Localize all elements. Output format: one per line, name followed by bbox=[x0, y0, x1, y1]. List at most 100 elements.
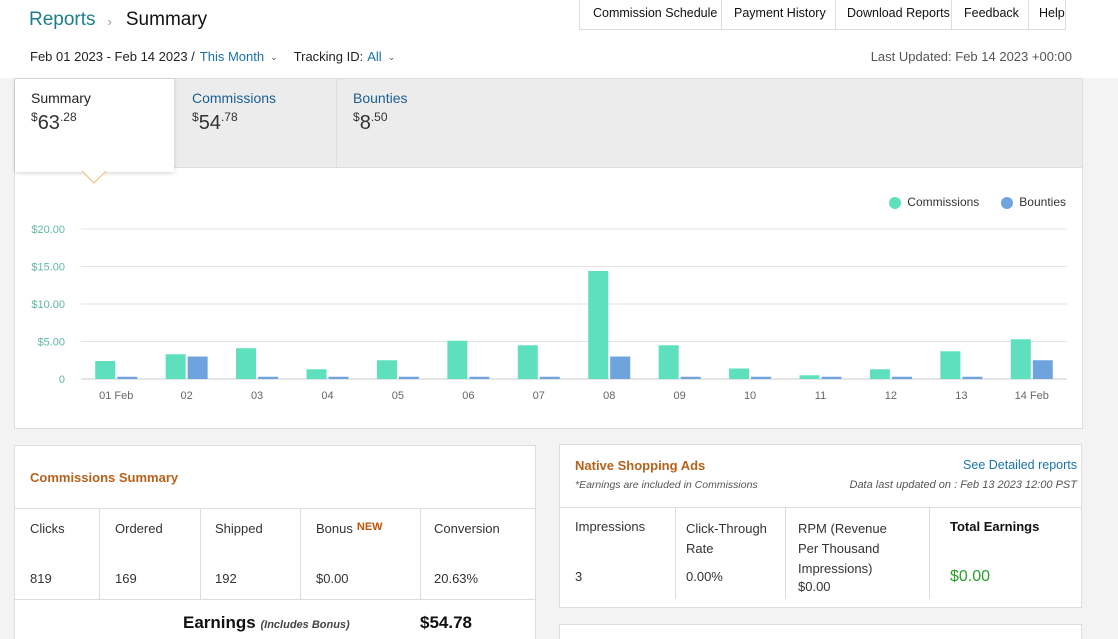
tracking-id-dropdown[interactable]: All bbox=[367, 49, 382, 64]
x-tick-label: 10 bbox=[744, 390, 756, 402]
commissions-bar bbox=[729, 368, 750, 379]
legend-bounties-label: Bounties bbox=[1019, 195, 1066, 209]
tab-commissions[interactable]: Commissions $54.78 bbox=[176, 79, 337, 168]
chevron-down-icon[interactable]: ⌄ bbox=[270, 52, 278, 62]
commissions-bar bbox=[940, 351, 961, 379]
x-tick-label: 07 bbox=[533, 390, 545, 402]
rpm-label: RPM (Revenue Per Thousand Impressions) bbox=[798, 521, 887, 576]
rpm-value: $0.00 bbox=[798, 579, 831, 594]
native-ads-note: *Earnings are included in Commissions bbox=[575, 479, 758, 491]
bounties-bar bbox=[117, 376, 138, 379]
y-tick-label: $20.00 bbox=[31, 224, 65, 236]
commissions-summary-title: Commissions Summary bbox=[30, 470, 179, 485]
bounties-bar bbox=[1032, 360, 1053, 379]
total-earnings-label: Total Earnings bbox=[950, 519, 1040, 534]
nav-commission-schedule[interactable]: Commission Schedule bbox=[580, 0, 722, 29]
divider bbox=[300, 508, 301, 599]
tracking-id-label: Tracking ID: bbox=[293, 49, 364, 64]
last-updated: Last Updated: Feb 14 2023 +00:00 bbox=[870, 49, 1072, 64]
breadcrumb-reports-link[interactable]: Reports bbox=[29, 9, 96, 30]
divider bbox=[99, 508, 100, 599]
x-tick-label: 09 bbox=[674, 390, 686, 402]
bonus-value: $0.00 bbox=[316, 571, 349, 586]
commissions-bar bbox=[1010, 339, 1031, 379]
chevron-down-icon[interactable]: ⌄ bbox=[387, 52, 396, 62]
tab-commissions-label: Commissions bbox=[192, 90, 277, 106]
breadcrumb: Reports › Summary bbox=[29, 9, 207, 31]
commissions-bar bbox=[869, 369, 890, 379]
bounties-bar bbox=[610, 356, 631, 379]
legend-bounties-dot bbox=[1001, 197, 1014, 209]
bounties-bar bbox=[187, 356, 208, 379]
nav-download-reports[interactable]: Download Reports bbox=[836, 0, 952, 29]
filters: Feb 01 2023 - Feb 14 2023 / This Month ⌄… bbox=[30, 49, 395, 64]
earnings-panel: Summary $63.28 Commissions $54.78 Bounti… bbox=[14, 78, 1083, 429]
legend-bounties[interactable]: Bounties bbox=[1001, 195, 1066, 209]
commissions-bar bbox=[376, 360, 397, 379]
chevron-right-icon: › bbox=[107, 13, 112, 29]
x-tick-label: 08 bbox=[603, 390, 615, 402]
bonus-label-group: Bonus NEW bbox=[316, 521, 383, 536]
active-tab-caret-icon bbox=[81, 170, 107, 184]
bonus-label: Bonus bbox=[316, 521, 353, 536]
clicks-label: Clicks bbox=[30, 521, 65, 536]
x-tick-label: 14 Feb bbox=[1015, 390, 1049, 402]
clicks-value: 819 bbox=[30, 571, 52, 586]
divider bbox=[420, 508, 421, 599]
x-tick-label: 01 Feb bbox=[99, 390, 133, 402]
tab-bounties-amount: $8.50 bbox=[353, 110, 388, 134]
y-tick-label: $15.00 bbox=[31, 262, 65, 274]
impressions-value: 3 bbox=[575, 569, 583, 584]
x-tick-label: 13 bbox=[955, 390, 967, 402]
commissions-bar bbox=[165, 354, 186, 379]
divider bbox=[560, 507, 1081, 508]
shipped-value: 192 bbox=[215, 571, 237, 586]
nav-help[interactable]: Help bbox=[1029, 0, 1066, 29]
commissions-bar bbox=[447, 340, 468, 379]
divider bbox=[675, 507, 676, 599]
divider bbox=[15, 508, 535, 509]
impressions-label: Impressions bbox=[575, 519, 646, 534]
conversion-label: Conversion bbox=[434, 521, 500, 536]
period-dropdown[interactable]: This Month bbox=[199, 49, 265, 64]
shipped-label: Shipped bbox=[215, 521, 263, 536]
x-tick-label: 06 bbox=[462, 390, 474, 402]
tab-summary-label: Summary bbox=[31, 90, 91, 106]
bounties-bar bbox=[891, 376, 912, 379]
native-ads-updated: Data last updated on : Feb 13 2023 12:00… bbox=[849, 479, 1078, 491]
tab-bounties-label: Bounties bbox=[353, 90, 408, 106]
native-ads-title: Native Shopping Ads bbox=[575, 458, 706, 473]
nav-feedback[interactable]: Feedback bbox=[952, 0, 1029, 29]
legend-commissions-dot bbox=[889, 197, 902, 209]
tab-bounties[interactable]: Bounties $8.50 bbox=[337, 79, 497, 168]
commissions-bar bbox=[95, 361, 116, 379]
x-tick-label: 12 bbox=[885, 390, 897, 402]
divider bbox=[200, 508, 201, 599]
chart-legend: Commissions Bounties bbox=[867, 195, 1066, 209]
next-card bbox=[559, 624, 1082, 639]
legend-commissions-label: Commissions bbox=[907, 195, 980, 209]
earnings-value: $54.78 bbox=[420, 613, 472, 632]
commissions-bar bbox=[517, 345, 538, 379]
bounties-bar bbox=[962, 376, 983, 379]
ctr-label: Click-Through Rate bbox=[686, 521, 767, 556]
ctr-value: 0.00% bbox=[686, 569, 723, 584]
commissions-bar bbox=[588, 271, 609, 379]
commissions-bar bbox=[236, 348, 257, 379]
earnings-note: (Includes Bonus) bbox=[260, 619, 350, 631]
commissions-bar bbox=[658, 345, 679, 379]
legend-commissions[interactable]: Commissions bbox=[889, 195, 979, 209]
tab-summary[interactable]: Summary $63.28 bbox=[15, 79, 174, 172]
bounties-bar bbox=[469, 376, 490, 379]
earnings-label: Earnings (Includes Bonus) bbox=[183, 613, 350, 632]
native-shopping-ads-card: Native Shopping Ads *Earnings are includ… bbox=[559, 444, 1082, 608]
y-tick-label: $5.00 bbox=[37, 337, 65, 349]
nav-payment-history[interactable]: Payment History bbox=[722, 0, 836, 29]
bounties-bar bbox=[821, 376, 842, 379]
y-tick-label: $10.00 bbox=[31, 299, 65, 311]
earnings-bar-chart: 0 $5.00 $10.00 $15.00 $20.00 01 Feb 02 03 04 05 06… bbox=[31, 224, 1067, 402]
see-detailed-reports-link[interactable]: See Detailed reports bbox=[963, 458, 1077, 472]
commissions-summary-card: Commissions Summary Clicks 819 Ordered 1… bbox=[14, 445, 536, 639]
summary-tabs: Summary $63.28 Commissions $54.78 Bounti… bbox=[15, 79, 1082, 172]
x-tick-label: 05 bbox=[392, 390, 404, 402]
